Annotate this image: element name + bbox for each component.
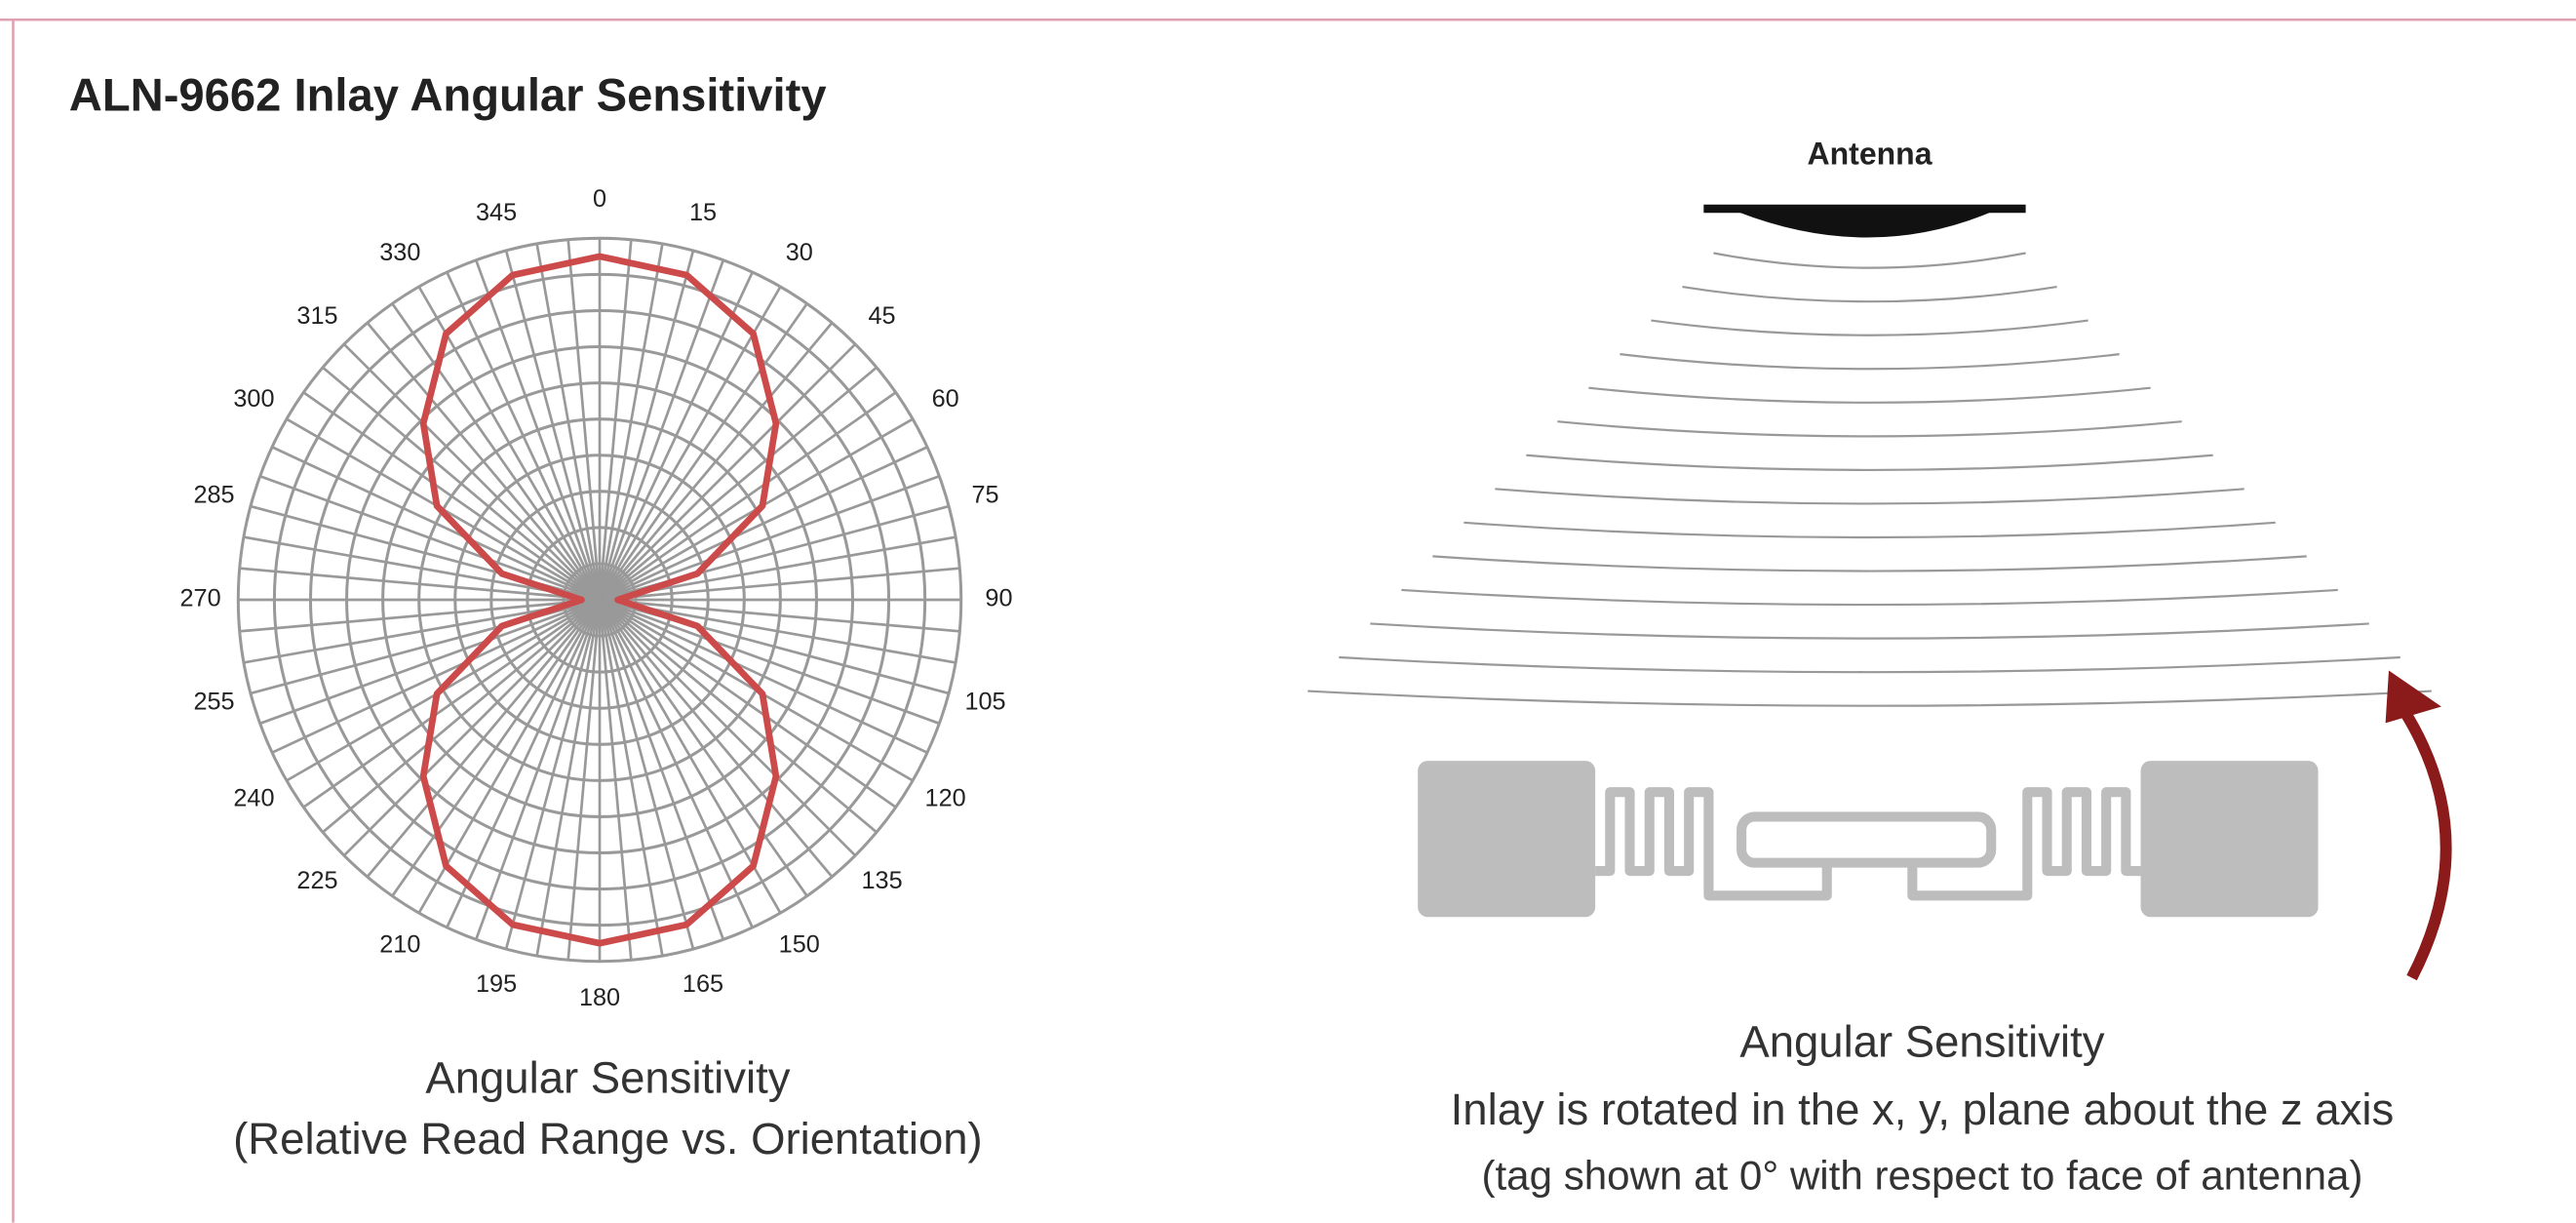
angle-label: 210 [379,930,420,958]
angle-label: 60 [932,385,959,413]
inlay-pad [2141,761,2319,917]
angle-label: 300 [233,385,274,413]
wave [1432,556,2306,571]
wave [1526,455,2212,470]
angle-label: 75 [971,482,998,509]
angle-label: 285 [193,482,234,509]
angle-label: 345 [476,199,517,226]
angle-label: 225 [296,867,337,894]
angle-label: 120 [925,784,966,811]
polar-chart: 0 15 30 45 60 75 90 105 120 135 150 165 180 195 210 225… [179,185,1012,1011]
wave [1557,421,2181,436]
caption: (tag shown at 0° with respect to face of… [1481,1152,2362,1198]
angle-label: 105 [964,689,1005,716]
angle-label: 195 [476,970,517,998]
caption: Angular Sensitivity [425,1053,790,1103]
wave [1682,287,2056,301]
wave [1370,623,2368,638]
waves [1308,253,2432,705]
angle-label: 0 [593,185,606,213]
antenna-dome [1738,212,1991,237]
angle-label: 15 [689,199,717,226]
inlay-pad [1418,761,1595,917]
angle-label: 330 [379,239,420,266]
angle-label: 45 [868,302,895,330]
wave [1620,354,2119,369]
inlay-trace [1595,792,2140,895]
angle-label: 255 [193,689,234,716]
caption: (Relative Read Range vs. Orientation) [233,1114,983,1164]
wave [1308,691,2432,706]
title: ALN-9662 Inlay Angular Sensitivity [69,69,827,121]
angle-label: 90 [985,585,1012,612]
wave [1339,657,2400,672]
wave [1588,388,2150,403]
angle-label: 135 [861,867,902,894]
angle-label: 150 [779,930,820,958]
wave [1495,489,2244,503]
angle-label: 30 [786,239,813,266]
angle-label: 165 [683,970,723,998]
wave [1651,321,2088,335]
wave [1464,523,2275,537]
antenna-label: Antenna [1808,137,1932,172]
angle-label: 270 [179,585,220,612]
wave [1401,590,2337,605]
caption: Angular Sensitivity [1739,1017,2104,1067]
rotation-arrow [2403,710,2446,978]
diagram: Antenna Angular Sensitivity Inlay is rot… [1308,137,2445,1199]
page: ALN-9662 Inlay Angular Sensitivity 0 15 30… [0,0,2576,1223]
caption: Inlay is rotated in the x, y, plane abou… [1451,1085,2395,1134]
angle-label: 240 [233,784,274,811]
wave [1713,253,2025,267]
angle-label: 315 [296,302,337,330]
content: ALN-9662 Inlay Angular Sensitivity 0 15 30… [0,20,2576,1222]
inlay [1418,761,2318,917]
angle-label: 180 [579,984,620,1011]
